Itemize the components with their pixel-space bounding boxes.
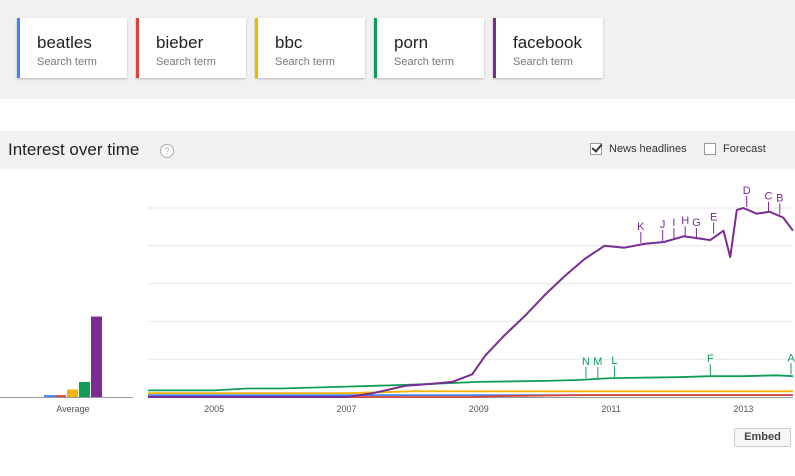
interest-over-time-header: Interest over time ? News headlines Fore… [0,131,795,169]
annotation-label-l: L [611,355,617,367]
search-term-card-porn[interactable]: porn Search term [374,18,484,78]
annotation-label-g: G [692,217,701,229]
annotation-label-c: C [765,191,773,203]
help-icon[interactable]: ? [160,144,174,158]
annotation-label-h: H [681,215,689,227]
average-bar-beatles [44,395,55,397]
annotation-label-k: K [637,221,645,233]
news-headlines-checkbox[interactable] [590,143,602,155]
annotation-label-f: F [707,353,714,365]
search-term-type: Search term [37,56,97,68]
search-term-type: Search term [394,56,454,68]
search-term-type: Search term [513,56,573,68]
search-term-name: beatles [37,33,92,52]
search-term-card-bbc[interactable]: bbc Search term [255,18,365,78]
search-term-card-facebook[interactable]: facebook Search term [493,18,603,78]
x-tick-label: 2013 [733,404,753,414]
search-terms-bar: beatles Search term bieber Search term b… [0,0,795,99]
x-tick-label: 2011 [601,404,620,414]
news-headlines-label[interactable]: News headlines [609,143,687,155]
search-term-name: bbc [275,33,303,52]
forecast-checkbox[interactable] [704,143,716,155]
average-bar-porn [79,382,90,397]
forecast-label[interactable]: Forecast [723,143,766,155]
search-term-name: facebook [513,33,582,52]
annotation-label-j: J [660,219,666,231]
series-line-bieber [148,394,793,398]
x-tick-label: 2007 [336,404,356,414]
annotation-label-m: M [593,356,602,368]
section-title: Interest over time [8,140,140,159]
search-term-card-beatles[interactable]: beatles Search term [17,18,127,78]
x-tick-label: 2005 [204,404,224,414]
average-label: Average [56,404,89,414]
average-bar-bbc [67,389,78,397]
annotation-label-i: I [672,217,675,229]
embed-button[interactable]: Embed [734,428,791,447]
series-line-facebook [148,207,794,398]
search-term-type: Search term [156,56,216,68]
series-line-bbc [148,390,793,395]
annotation-label-b: B [776,193,783,205]
series-line-porn [148,374,794,392]
annotation-label-e: E [710,211,717,223]
annotation-label-n: N [582,356,590,368]
annotation-label-a: A [787,352,795,364]
search-term-type: Search term [275,56,335,68]
average-bar-facebook [91,316,102,397]
x-tick-label: 2009 [469,404,489,414]
search-term-card-bieber[interactable]: bieber Search term [136,18,246,78]
average-bar-bieber [55,395,66,397]
search-term-name: porn [394,33,429,52]
annotation-label-d: D [743,185,751,197]
search-term-name: bieber [156,33,204,52]
